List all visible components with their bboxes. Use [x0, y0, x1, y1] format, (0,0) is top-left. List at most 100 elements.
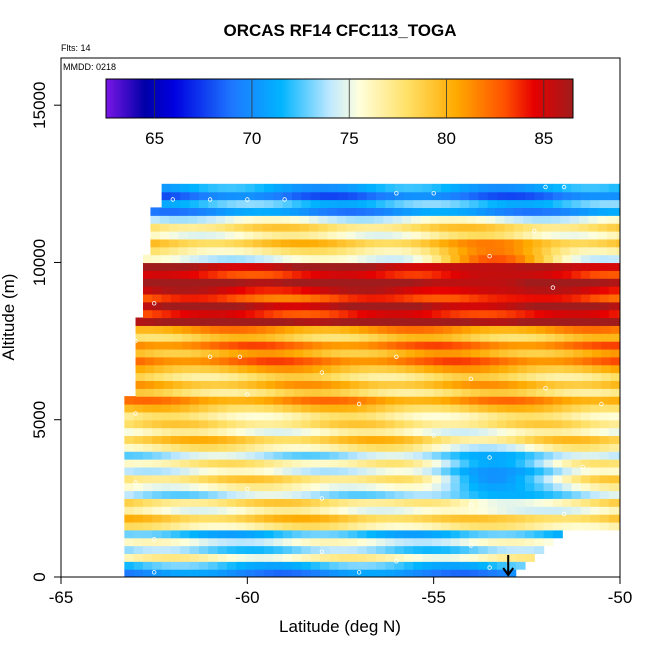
heatmap-cell: [236, 301, 247, 311]
heatmap-cell: [217, 301, 228, 311]
heatmap-cell: [170, 270, 181, 279]
heatmap-cell: [226, 506, 237, 515]
heatmap-cell: [478, 262, 489, 271]
heatmap-cell: [226, 411, 237, 421]
heatmap-cell: [215, 231, 226, 240]
heatmap-cell: [310, 561, 321, 570]
heatmap-cell: [562, 419, 573, 429]
heatmap-cell: [180, 490, 191, 499]
heatmap-cell: [413, 443, 424, 452]
heatmap-cell: [273, 419, 284, 429]
heatmap-cell: [310, 529, 321, 539]
heatmap-cell: [357, 474, 368, 484]
heatmap-cell: [293, 341, 304, 350]
heatmap-cell: [292, 419, 302, 429]
heatmap-cell: [431, 427, 442, 437]
heatmap-cell: [290, 238, 301, 248]
heatmap-cell: [180, 553, 191, 562]
heatmap-cell: [210, 325, 220, 334]
heatmap-cell: [180, 482, 191, 492]
heatmap-cell: [329, 293, 340, 303]
heatmap-cell: [506, 506, 517, 515]
heatmap-cell: [338, 254, 349, 264]
heatmap-cell: [217, 466, 228, 476]
heatmap-cell: [573, 372, 584, 382]
heatmap-cell: [170, 427, 181, 437]
heatmap-cell: [442, 317, 453, 326]
heatmap-cell: [403, 254, 414, 264]
heatmap-cell: [349, 388, 360, 397]
heatmap-cell: [124, 482, 135, 492]
heatmap-cell: [571, 521, 582, 531]
heatmap-cell: [142, 293, 153, 303]
heatmap-cell: [180, 270, 191, 279]
heatmap-cell: [515, 396, 526, 405]
heatmap-cell: [135, 348, 146, 358]
heatmap-cell: [413, 286, 424, 295]
heatmap-cell: [280, 223, 291, 232]
heatmap-cell: [564, 317, 575, 326]
heatmap-cell: [450, 404, 461, 413]
heatmap-cell: [347, 435, 358, 444]
heatmap-cell: [366, 183, 377, 193]
heatmap-cell: [441, 435, 452, 444]
heatmap-cell: [610, 317, 620, 326]
heatmap-cell: [359, 317, 370, 326]
heatmap-cell: [610, 348, 620, 358]
x-axis-label: Latitude (deg N): [279, 617, 401, 636]
heatmap-cell: [470, 372, 481, 382]
position-marker: [502, 554, 515, 577]
heatmap-cell: [189, 183, 200, 193]
heatmap-cell: [366, 474, 377, 484]
heatmap-cell: [506, 427, 517, 437]
heatmap-cell: [415, 333, 425, 342]
heatmap-cell: [375, 506, 386, 515]
heatmap-cell: [590, 404, 601, 413]
heatmap-cell: [208, 459, 219, 468]
heatmap-cell: [265, 388, 276, 397]
heatmap-cell: [517, 372, 528, 382]
heatmap-cell: [478, 451, 489, 460]
heatmap-cell: [459, 396, 470, 405]
heatmap-cell: [441, 561, 452, 570]
heatmap-cell: [217, 498, 228, 507]
heatmap-cell: [545, 325, 556, 334]
heatmap-cell: [478, 474, 489, 484]
heatmap-cell: [377, 356, 388, 366]
heatmap-cell: [217, 199, 228, 209]
heatmap-cell: [608, 435, 619, 444]
heatmap-cell: [524, 545, 535, 555]
heatmap-cell: [124, 419, 135, 429]
heatmap-cell: [515, 443, 526, 452]
heatmap-cell: [552, 411, 563, 421]
heatmap-cell: [142, 545, 153, 555]
flights-annotation: Flts: 14: [61, 43, 91, 53]
heatmap-cell: [601, 341, 612, 350]
heatmap-cell: [310, 553, 321, 562]
heatmap-cell: [469, 553, 479, 562]
heatmap-cell: [534, 435, 545, 444]
heatmap-cell: [523, 231, 534, 240]
heatmap-cell: [292, 537, 302, 547]
flight-point: [468, 502, 474, 507]
heatmap-cell: [422, 199, 433, 209]
heatmap-cell: [413, 537, 424, 547]
heatmap-cell: [618, 427, 620, 437]
heatmap-cell: [236, 411, 247, 421]
heatmap-cell: [385, 278, 396, 287]
heatmap-cell: [245, 301, 256, 311]
heatmap-cell: [264, 466, 275, 476]
heatmap-cell: [562, 278, 573, 287]
heatmap-cell: [551, 238, 561, 248]
heatmap-cell: [487, 270, 498, 279]
heatmap-cell: [375, 521, 386, 531]
heatmap-cell: [405, 317, 416, 326]
heatmap-cell: [292, 506, 302, 515]
heatmap-cell: [433, 317, 444, 326]
heatmap-cell: [551, 246, 561, 256]
heatmap-cell: [238, 341, 248, 350]
heatmap-cell: [154, 372, 165, 382]
heatmap-cell: [506, 459, 517, 468]
heatmap-cell: [290, 207, 301, 216]
heatmap-cell: [485, 223, 496, 232]
